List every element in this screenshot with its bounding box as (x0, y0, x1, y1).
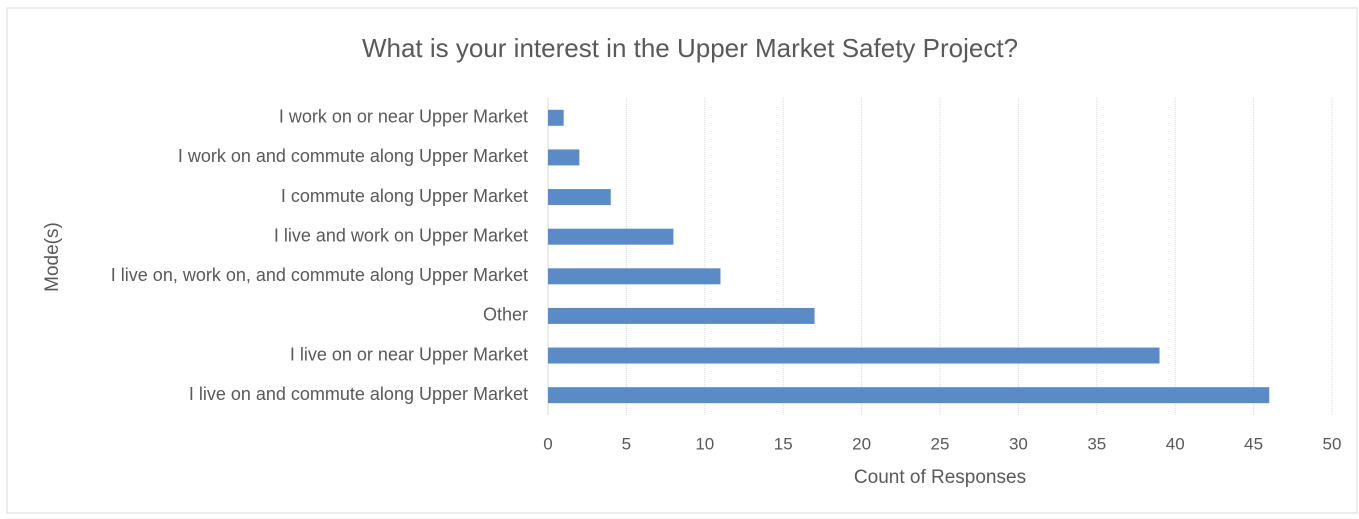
y-axis-title: Mode(s) (42, 222, 63, 292)
x-tick-label: 10 (695, 434, 714, 453)
x-tick-label: 5 (622, 434, 631, 453)
x-tick-label: 30 (1009, 434, 1028, 453)
bar (548, 149, 580, 166)
y-tick-label: I live on and commute along Upper Market (189, 384, 528, 404)
bar (548, 307, 815, 324)
bar (548, 109, 564, 126)
bar (548, 268, 721, 285)
x-tick-label: 35 (1087, 434, 1106, 453)
bar (548, 347, 1160, 364)
chart-frame (6, 7, 1358, 514)
y-tick-label: I work on or near Upper Market (279, 107, 528, 127)
y-tick-label: I live on or near Upper Market (290, 344, 528, 364)
y-tick-label: I commute along Upper Market (281, 186, 528, 206)
x-tick-label: 45 (1244, 434, 1263, 453)
x-tick-label: 0 (543, 434, 552, 453)
x-axis-title: Count of Responses (854, 467, 1026, 488)
y-tick-label: I live and work on Upper Market (274, 225, 528, 245)
y-tick-label: I work on and commute along Upper Market (178, 146, 528, 166)
x-tick-label: 20 (852, 434, 871, 453)
x-tick-label: 40 (1166, 434, 1185, 453)
x-tick-label: 15 (774, 434, 793, 453)
y-tick-label: I live on, work on, and commute along Up… (111, 265, 528, 285)
x-tick-label: 25 (931, 434, 950, 453)
chart-title: What is your interest in the Upper Marke… (362, 33, 1018, 63)
y-tick-label: Other (483, 305, 528, 325)
bar (548, 387, 1270, 404)
x-tick-label: 50 (1323, 434, 1342, 453)
bar (548, 228, 674, 245)
bar (548, 189, 611, 206)
